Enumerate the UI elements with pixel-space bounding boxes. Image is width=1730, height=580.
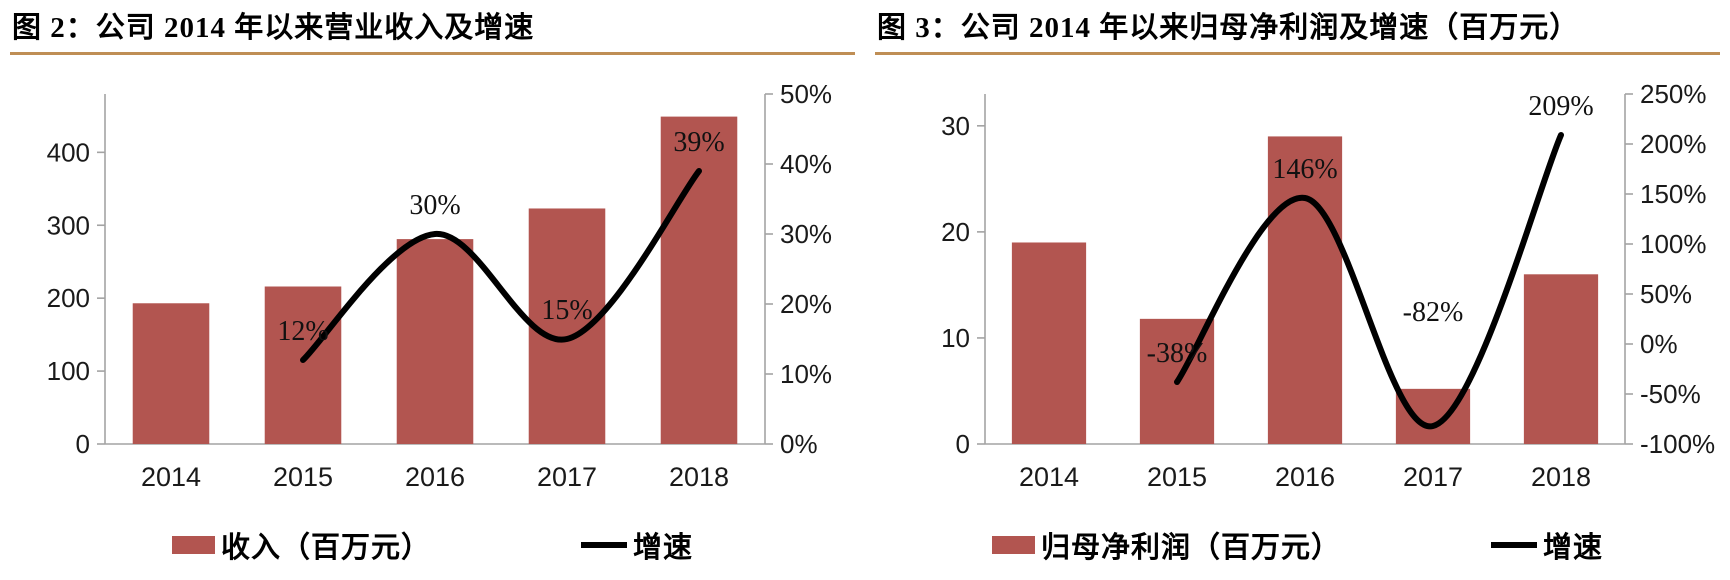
right-axis-tick-label: 30% [780,219,832,249]
right-axis-tick-label: 50% [1640,279,1692,309]
x-axis-tick-label: 2014 [1019,462,1079,492]
data-label-2016: 146% [1272,154,1337,185]
legend-label-net-profit: 归母净利润（百万元） [1040,532,1341,564]
figure-3-legend: 归母净利润（百万元） 增速 [875,523,1720,567]
legend-line-swatch [581,542,627,548]
bar-2018 [1523,274,1599,444]
legend-item-growth: 增速 [581,524,693,566]
legend-item-revenue: 收入（百万元） [171,524,431,566]
left-axis-tick-label: 20 [941,217,970,247]
legend-label-growth: 增速 [1543,532,1604,564]
right-axis-tick-label: 100% [1640,229,1707,259]
right-axis-tick-label: 40% [780,149,832,179]
legend-line-swatch [1491,542,1537,548]
right-axis-tick-label: 20% [780,289,832,319]
figure-2-title-underline [10,52,855,55]
figure-3-title-underline [875,52,1720,55]
bar-2017 [528,208,606,444]
x-axis-tick-label: 2015 [273,462,333,492]
left-axis-tick-label: 400 [47,137,90,167]
data-label-2018: 39% [673,127,724,158]
left-axis-tick-label: 0 [956,429,970,459]
data-label-2017: 15% [541,295,592,326]
data-label-2016: 30% [409,190,460,221]
bar-2014 [1011,242,1087,444]
left-axis-tick-label: 100 [47,356,90,386]
x-axis-tick-label: 2016 [1275,462,1335,492]
right-axis-tick-label: 200% [1640,129,1707,159]
x-axis-tick-label: 2017 [1403,462,1463,492]
figure-3-panel: 图 3：公司 2014 年以来归母净利润及增速（百万元） 0 10 20 30 -100… [865,0,1730,580]
left-axis-tick-label: 30 [941,111,970,141]
data-label-2018: 209% [1528,91,1593,122]
bar-2016 [396,239,474,444]
x-axis-tick-label: 2018 [1531,462,1591,492]
legend-item-net-profit: 归母净利润（百万元） [991,524,1341,566]
x-axis-tick-label: 2018 [669,462,729,492]
left-axis-tick-label: 300 [47,210,90,240]
right-axis-tick-label: 0% [1640,329,1678,359]
right-axis-tick-label: 50% [780,79,832,109]
figure-2-title: 图 2：公司 2014 年以来营业收入及增速 [12,12,535,44]
net-profit-growth-chart: 0 10 20 30 -100% -50% 0% 50% 100% 150% 200% 250% 201… [941,79,1715,492]
data-label-2017: -82% [1403,297,1464,328]
legend-label-growth: 增速 [633,532,694,564]
right-axis-tick-label: -100% [1640,429,1715,459]
x-axis-tick-label: 2017 [537,462,597,492]
left-axis-tick-label: 200 [47,283,90,313]
bar-2018 [660,116,738,444]
revenue-growth-chart: 0 100 200 300 400 0% 10% 20% 30% 40% 50% 2014 2015 20… [47,79,832,492]
right-axis-tick-label: 150% [1640,179,1707,209]
x-axis-tick-label: 2016 [405,462,465,492]
figure-3-title: 图 3：公司 2014 年以来归母净利润及增速（百万元） [877,12,1580,44]
legend-label-revenue: 收入（百万元） [220,532,431,564]
data-label-2015: -38% [1147,338,1208,369]
figure-2-panel: 图 2：公司 2014 年以来营业收入及增速 0 100 200 300 400 0% 10… [10,12,855,567]
right-axis-tick-label: 0% [780,429,818,459]
growth-line [300,168,702,363]
growth-line [1174,132,1564,430]
legend-bar-swatch [991,536,1035,554]
legend-item-growth: 增速 [1491,524,1603,566]
x-axis-tick-label: 2015 [1147,462,1207,492]
right-axis-tick-label: -50% [1640,379,1701,409]
right-axis-tick-label: 10% [780,359,832,389]
bar-2015 [264,286,342,444]
bar-2016 [1267,136,1343,444]
data-label-2015: 12% [277,316,328,347]
bar-2014 [132,303,210,444]
x-axis-tick-label: 2014 [141,462,201,492]
right-axis-tick-label: 250% [1640,79,1707,109]
figure-2-legend: 收入（百万元） 增速 [10,523,855,567]
legend-bar-swatch [171,536,215,554]
left-axis-tick-label: 10 [941,323,970,353]
left-axis-tick-label: 0 [76,429,90,459]
